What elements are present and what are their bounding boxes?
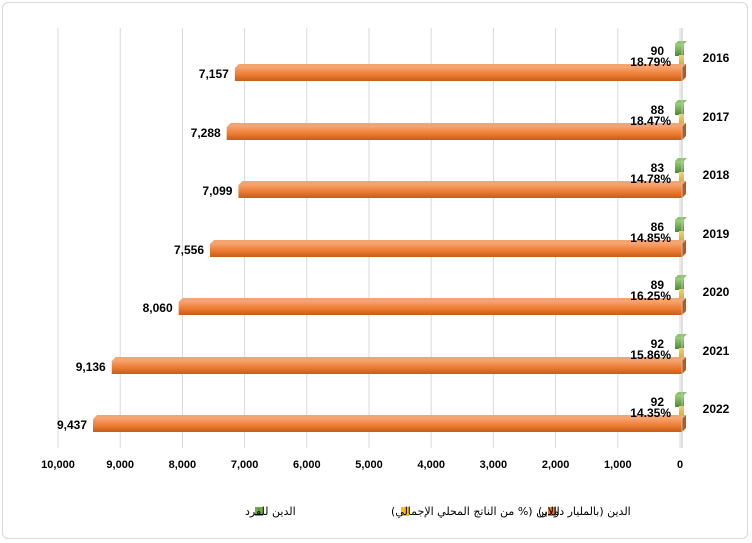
y-category-label: 2020 bbox=[703, 285, 730, 299]
bar-debt-per-capita-top bbox=[675, 275, 687, 278]
debt-data-label: 7,157 bbox=[199, 67, 229, 81]
per-capita-data-label: 83 bbox=[651, 161, 665, 175]
bar-debt-per-capita-top bbox=[675, 392, 687, 395]
x-tick-label: 6,000 bbox=[293, 459, 321, 471]
pct-data-label: 14.35% bbox=[630, 406, 671, 420]
per-capita-data-label: 86 bbox=[651, 220, 665, 234]
bar-debt bbox=[111, 361, 683, 374]
bar-debt-per-capita bbox=[675, 278, 684, 290]
bar-debt-top bbox=[93, 415, 686, 419]
x-tick-label: 8,000 bbox=[169, 459, 197, 471]
bar-debt-per-capita-top bbox=[675, 158, 687, 161]
legend-marker bbox=[548, 507, 556, 516]
bars bbox=[93, 41, 687, 432]
axes: 0 1,000 2,000 3,000 4,000 5,000 6,000 7,000 8,00… bbox=[41, 28, 730, 471]
legend-marker bbox=[255, 507, 263, 516]
bar-debt-side bbox=[682, 240, 686, 257]
x-tick-label: 3,000 bbox=[480, 459, 508, 471]
x-tick-label: 2,000 bbox=[542, 459, 570, 471]
debt-data-label: 7,556 bbox=[174, 243, 204, 257]
bar-debt-top bbox=[234, 64, 686, 68]
pct-data-label: 15.86% bbox=[630, 348, 671, 362]
pct-data-label: 14.85% bbox=[630, 231, 671, 245]
debt-data-label: 7,288 bbox=[191, 126, 221, 140]
per-capita-data-label: 92 bbox=[651, 337, 665, 351]
x-tick-label: 9,000 bbox=[106, 459, 134, 471]
bar-debt bbox=[238, 185, 682, 198]
gridlines bbox=[57, 28, 681, 448]
x-tick-label: 0 bbox=[677, 459, 683, 471]
y-category-label: 2016 bbox=[703, 51, 730, 65]
x-tick-label: 7,000 bbox=[231, 459, 259, 471]
legend-label: الدين (بالمليار دولار) bbox=[538, 505, 631, 518]
y-category-label: 2018 bbox=[703, 168, 730, 182]
bar-debt-side bbox=[682, 181, 686, 198]
per-capita-data-label: 92 bbox=[651, 395, 665, 409]
bar-debt-top bbox=[210, 240, 687, 244]
x-tick-label: 5,000 bbox=[355, 459, 383, 471]
bar-debt-per-capita bbox=[675, 337, 684, 349]
bar-debt bbox=[210, 244, 683, 257]
pct-data-label: 18.47% bbox=[630, 114, 671, 128]
bar-debt-per-capita bbox=[675, 44, 684, 56]
bar-debt bbox=[178, 302, 682, 315]
bar-debt bbox=[234, 68, 682, 81]
debt-data-label: 8,060 bbox=[143, 301, 173, 315]
bar-debt-per-capita bbox=[675, 103, 684, 115]
pct-data-label: 18.79% bbox=[630, 55, 671, 69]
y-category-label: 2019 bbox=[703, 227, 730, 241]
bar-debt-top bbox=[178, 298, 686, 302]
per-capita-data-label: 90 bbox=[651, 44, 665, 58]
bar-debt-per-capita bbox=[675, 161, 684, 173]
bar-debt-per-capita-top bbox=[675, 334, 687, 337]
debt-data-label: 9,437 bbox=[57, 418, 87, 432]
per-capita-data-label: 89 bbox=[651, 278, 665, 292]
bar-debt-side bbox=[682, 415, 686, 432]
y-category-label: 2021 bbox=[703, 344, 730, 358]
bar-debt bbox=[226, 127, 682, 140]
pct-data-label: 16.25% bbox=[630, 289, 671, 303]
legend: الدين (بالمليار دولار)الدين (% من الناتج… bbox=[245, 505, 631, 518]
bar-debt-top bbox=[111, 357, 687, 361]
y-category-label: 2022 bbox=[703, 402, 730, 416]
bar-debt-top bbox=[238, 181, 686, 185]
pct-data-label: 14.78% bbox=[630, 172, 671, 186]
bar-debt-per-capita-top bbox=[675, 217, 687, 220]
legend-label: الدين للفرد bbox=[245, 505, 296, 518]
legend-marker bbox=[401, 507, 409, 516]
bar-debt-side bbox=[682, 298, 686, 315]
debt-data-label: 7,099 bbox=[202, 184, 232, 198]
data-labels: 7,157 18.79%90 7,288 18.47%88 7,099 14.78%83 7… bbox=[57, 44, 671, 432]
bar-debt-per-capita bbox=[675, 395, 684, 407]
x-tick-label: 4,000 bbox=[417, 459, 445, 471]
x-tick-label: 1,000 bbox=[604, 459, 632, 471]
bar-debt-side bbox=[682, 123, 686, 140]
per-capita-data-label: 88 bbox=[651, 103, 665, 117]
legend-label: الدين (% من الناتج المحلي الإجمالي) bbox=[391, 505, 560, 518]
bar-debt-per-capita-top bbox=[675, 41, 687, 44]
bar-debt-side bbox=[682, 357, 686, 374]
bar-debt-top bbox=[226, 123, 686, 127]
debt-data-label: 9,136 bbox=[76, 360, 106, 374]
bar-debt-per-capita bbox=[675, 220, 684, 232]
bar-debt-side bbox=[682, 64, 686, 81]
y-category-label: 2017 bbox=[703, 110, 730, 124]
x-tick-label: 10,000 bbox=[41, 459, 75, 471]
bar-debt-per-capita-top bbox=[675, 100, 687, 103]
bar-debt bbox=[93, 419, 682, 432]
